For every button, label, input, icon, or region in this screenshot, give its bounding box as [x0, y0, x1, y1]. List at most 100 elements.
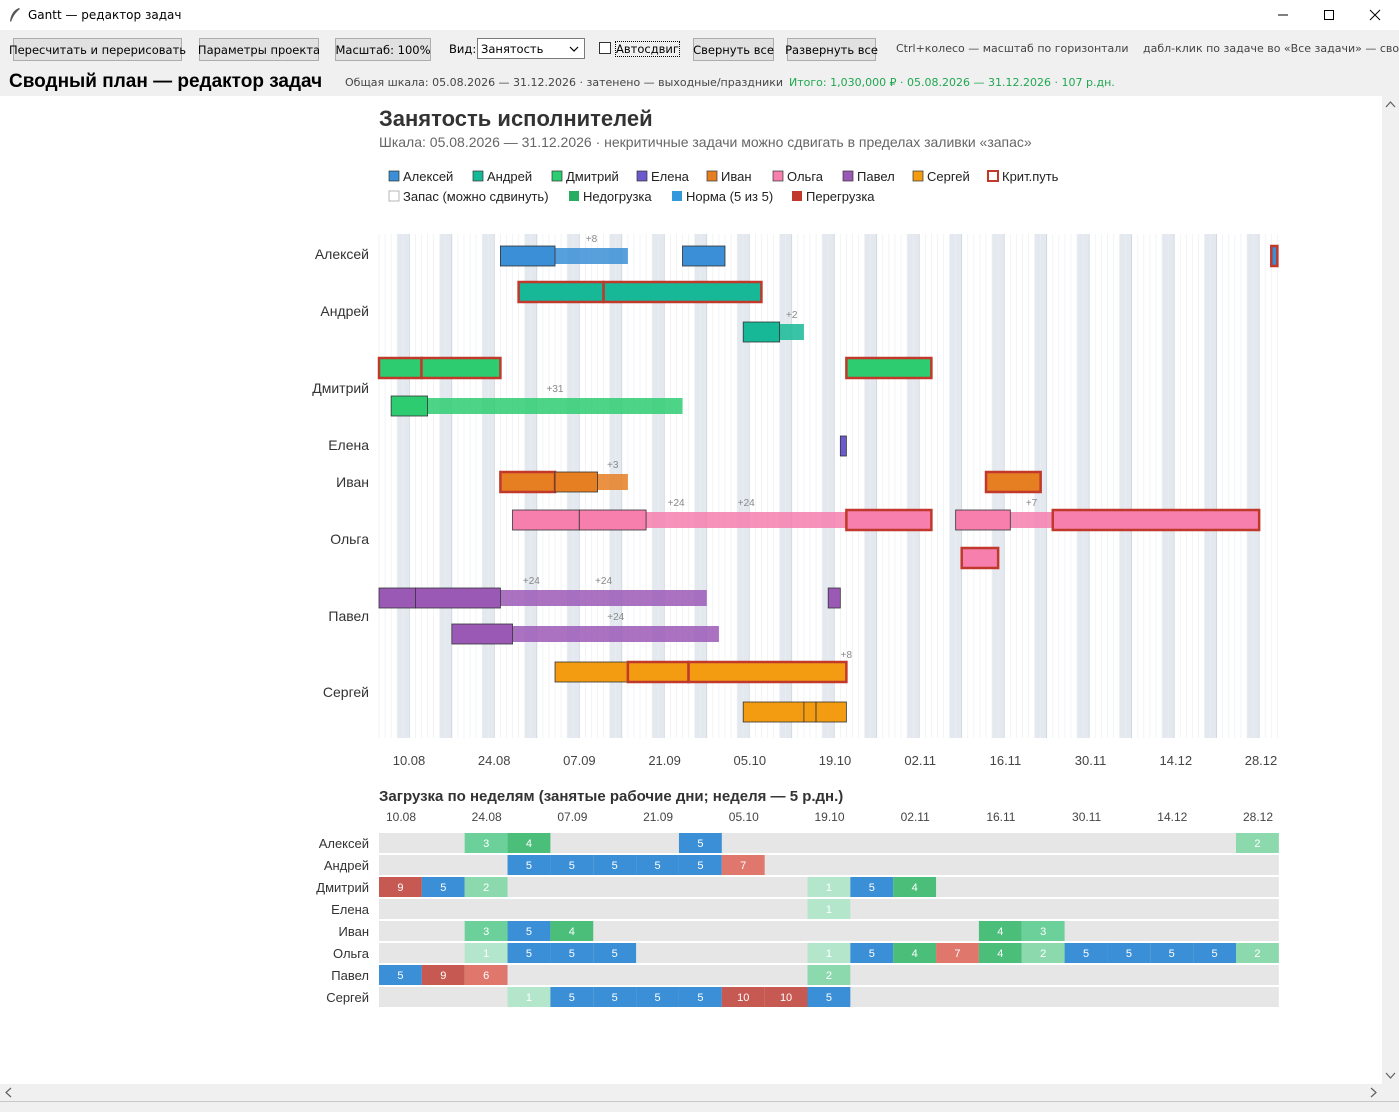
heat-cell-value: 5: [654, 992, 660, 1004]
vertical-scrollbar[interactable]: [1382, 96, 1399, 1084]
weekend-shade: [779, 234, 786, 738]
legend-swatch-3: [636, 170, 648, 182]
task-bar: [845, 508, 933, 532]
heat-cell-value: 5: [569, 992, 575, 1004]
scroll-right-icon: [1370, 1087, 1377, 1098]
feather-icon: [10, 8, 20, 22]
week-label-2: 07.09: [557, 810, 587, 824]
heat-cell-value: 2: [1254, 948, 1260, 960]
date-tick-9: 14.12: [1160, 753, 1193, 768]
view-select[interactable]: Занятость: [477, 38, 585, 59]
row-label-Ольга: Ольга: [330, 531, 369, 547]
status-bar: [0, 1101, 1399, 1112]
legend-extra-label-1: Недогрузка: [583, 189, 652, 204]
dblclick-hint: дабл-клик по задаче во «Все задачи» — св…: [1143, 42, 1399, 55]
week-label-5: 19.10: [814, 810, 844, 824]
scale-button[interactable]: Масштаб: 100%: [335, 38, 431, 61]
task-bar: [1270, 244, 1279, 268]
recalc-button[interactable]: Пересчитать и перерисовать: [9, 38, 186, 61]
heat-cell: [936, 943, 979, 963]
heat-cell: [593, 987, 637, 1007]
weekend-shade: [1083, 234, 1090, 738]
chevron-down-icon: [569, 46, 579, 52]
heat-cell-value: 3: [483, 926, 489, 938]
heat-cell: [807, 899, 851, 919]
week-label-9: 14.12: [1157, 810, 1187, 824]
slack-label: +31: [547, 384, 564, 395]
horizontal-scrollbar[interactable]: [0, 1084, 1382, 1101]
page-title: Сводный план — редактор задач: [9, 71, 323, 92]
legend-swatch-0: [388, 170, 400, 182]
heat-cell: [1236, 833, 1279, 853]
autoshift-label[interactable]: Автосдвиг: [615, 41, 680, 57]
slack-label: +2: [786, 310, 798, 321]
heat-cell: [1193, 943, 1236, 963]
weekend-shade: [907, 234, 914, 738]
heat-cell-value: 5: [440, 882, 446, 894]
heat-cell-value: 7: [740, 860, 746, 872]
heat-cell-value: 5: [697, 860, 703, 872]
task-bar: [517, 280, 605, 304]
task-bar: [742, 701, 805, 723]
legend-extra-swatch-0: [388, 190, 400, 202]
slack-bar: [646, 512, 847, 528]
project-params-button[interactable]: Параметры проекта: [198, 38, 320, 61]
bars: +8 +2 +31 +3 +24 +24 +7 +24 +24 +24 +8: [377, 234, 1279, 723]
heatmap-title: Загрузка по неделям (занятые рабочие дни…: [379, 788, 843, 805]
heat-cell-value: 5: [612, 860, 618, 872]
weekend-shade: [864, 234, 871, 738]
task-bar: [742, 321, 781, 343]
collapse-all-button[interactable]: Свернуть все: [693, 38, 774, 61]
weekend-shade: [1040, 234, 1047, 738]
weekend-shade: [482, 234, 489, 738]
legend-label-4: Иван: [721, 169, 752, 184]
heat-cell: [507, 987, 551, 1007]
heat-cell-value: 5: [526, 926, 532, 938]
heat-cell: [550, 921, 594, 941]
heat-cell: [550, 943, 594, 963]
weekend-shade: [1119, 234, 1126, 738]
heat-cell: [507, 943, 551, 963]
heat-cell-value: 5: [697, 992, 703, 1004]
autoshift-checkbox[interactable]: [599, 42, 611, 54]
scroll-up-icon: [1385, 101, 1396, 108]
heat-cell-value: 9: [397, 882, 403, 894]
slack-label: +24: [523, 576, 540, 587]
expand-all-button[interactable]: Развернуть все: [785, 38, 878, 61]
legend-label-7: Сергей: [927, 169, 970, 184]
slack-bar: [512, 626, 719, 642]
weekend-shade: [1162, 234, 1169, 738]
heat-cell: [678, 987, 722, 1007]
maximize-icon: [1324, 10, 1334, 20]
task-bar: [815, 701, 847, 723]
weekend-shade: [737, 234, 744, 738]
date-tick-7: 16.11: [990, 753, 1022, 768]
maximize-button[interactable]: [1306, 0, 1352, 30]
week-label-7: 16.11: [986, 810, 1015, 824]
minimize-button[interactable]: [1260, 0, 1306, 30]
heat-cell-value: 5: [1083, 948, 1089, 960]
heat-cell: [807, 987, 851, 1007]
heat-cell: [464, 921, 508, 941]
legend-extra-label-3: Перегрузка: [806, 189, 875, 204]
heat-cell: [850, 943, 894, 963]
weekend-shade: [785, 234, 792, 738]
slack-label: +3: [607, 460, 619, 471]
heat-cell-value: 7: [954, 948, 960, 960]
slack-label: +8: [586, 234, 598, 245]
chart-canvas[interactable]: Занятость исполнителей Шкала: 05.08.2026 …: [0, 96, 1382, 1084]
heat-cell: [893, 943, 937, 963]
slack-bar: [500, 590, 707, 606]
heat-cell-value: 2: [826, 970, 832, 982]
heat-row-bg: [379, 833, 1279, 853]
row-label-Андрей: Андрей: [320, 303, 369, 319]
heat-row-label-0: Алексей: [319, 836, 369, 851]
heat-cell: [764, 987, 808, 1007]
row-label-Иван: Иван: [336, 474, 369, 490]
window-titlebar: Gantt — редактор задач: [0, 0, 1399, 30]
close-button[interactable]: [1352, 0, 1398, 30]
heat-cell-value: 5: [569, 948, 575, 960]
legend-swatch-7: [912, 170, 924, 182]
legend-swatch-4: [706, 170, 718, 182]
row-label-Дмитрий: Дмитрий: [312, 380, 369, 396]
